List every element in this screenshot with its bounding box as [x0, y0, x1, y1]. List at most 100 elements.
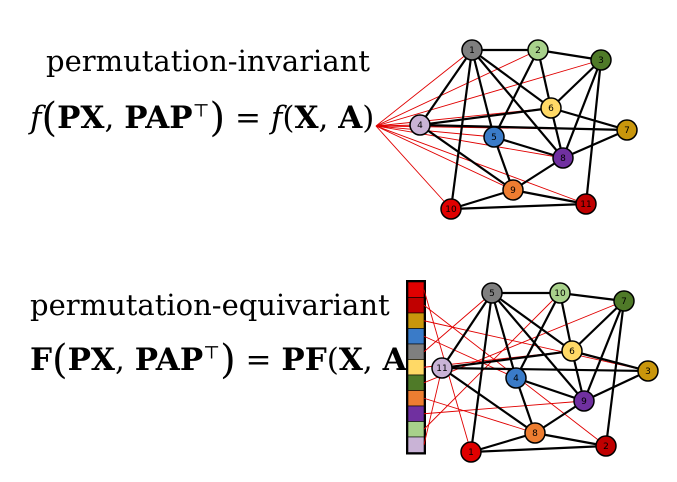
equals-sign: = [235, 100, 261, 136]
bottom-node-label: 5 [489, 289, 495, 299]
bottom-node-3 [637, 360, 659, 382]
formula-fn: f [30, 100, 42, 136]
top-node-1 [461, 39, 483, 61]
top-node-label: 1 [469, 46, 475, 56]
top-node-label: 10 [445, 205, 457, 215]
bottom-edge [441, 349, 573, 370]
top-edge [450, 202, 587, 211]
bottom-node-10 [549, 282, 571, 304]
top-readout-line [375, 125, 564, 159]
bottom-node-7 [613, 290, 635, 312]
formula-arg: X [294, 100, 319, 136]
bottom-node-1 [460, 441, 482, 463]
bottom-edge [441, 366, 649, 373]
formula-arg: PX [57, 100, 105, 136]
top-edge [493, 135, 564, 160]
top-node-label: 6 [548, 104, 554, 114]
bottom-edge [582, 300, 626, 402]
bottom-edge [583, 370, 649, 402]
feature-cell [407, 312, 425, 329]
feature-cell [407, 421, 425, 438]
equivariant-formula: F(PX, PAP⊤) = PF(X, A) [30, 337, 419, 383]
formula-arg: X [338, 342, 363, 378]
top-node-8 [552, 147, 574, 169]
top-edge [550, 59, 602, 109]
top-node-label: 11 [580, 200, 591, 210]
bottom-node-2 [595, 435, 617, 457]
bottom-readout-line [423, 335, 517, 379]
feature-cell [407, 374, 425, 391]
top-node-7 [616, 119, 638, 141]
bottom-edge [571, 349, 649, 373]
top-readout-line [375, 59, 602, 127]
top-readout-line [375, 125, 587, 205]
top-node-3 [590, 49, 612, 71]
top-edge [471, 49, 564, 159]
top-node-10 [440, 198, 462, 220]
top-edge [493, 49, 539, 138]
feature-cell [407, 328, 425, 345]
top-readout-line [375, 49, 539, 127]
top-edge [550, 106, 628, 132]
bottom-edge [604, 300, 626, 447]
top-edge [470, 49, 496, 138]
bottom-readout-line [423, 292, 493, 353]
top-node-label: 3 [598, 56, 604, 66]
transpose-symbol: ⊤ [192, 100, 210, 122]
top-node-11 [575, 193, 597, 215]
top-edge [419, 124, 514, 191]
feature-cell [407, 405, 425, 422]
bottom-readout-line [423, 397, 536, 434]
feature-cell [407, 390, 425, 407]
bottom-node-label: 7 [621, 297, 627, 307]
top-node-5 [483, 126, 505, 148]
top-edge [419, 49, 473, 126]
bottom-node-label: 6 [569, 347, 575, 357]
formula-arg: A [382, 342, 407, 378]
bottom-node-label: 4 [513, 374, 519, 384]
top-node-label: 2 [535, 46, 541, 56]
top-edge [449, 49, 474, 210]
top-node-label: 8 [560, 154, 566, 164]
top-edge [471, 49, 552, 109]
top-edge [512, 188, 587, 206]
bottom-edge [515, 376, 585, 403]
bottom-readout-line [423, 367, 443, 445]
top-node-label: 4 [417, 121, 423, 131]
top-readout-line [375, 125, 495, 138]
top-edge [584, 59, 603, 205]
bottom-edge [469, 292, 494, 453]
bottom-node-4 [505, 367, 527, 389]
bottom-readout-line [423, 400, 585, 415]
bottom-node-5 [481, 282, 503, 304]
top-node-label: 7 [624, 126, 630, 136]
feature-cell [407, 281, 425, 298]
bottom-edge [534, 431, 607, 448]
top-edge [562, 128, 628, 160]
top-readout-line [375, 125, 452, 210]
formula-fn: f [270, 100, 283, 136]
top-edge [561, 59, 603, 159]
formula-arg: PAP [124, 100, 193, 136]
feature-cell [407, 297, 425, 314]
transpose-symbol: ⊤ [203, 342, 221, 364]
top-node-label: 9 [510, 186, 516, 196]
permutation-equivariant-title: permutation-equivariant [30, 288, 390, 322]
bottom-node-6 [561, 340, 583, 362]
bottom-edge [470, 431, 536, 454]
bottom-edge [515, 292, 561, 379]
feature-cell [407, 436, 425, 453]
bottom-edge [470, 444, 607, 454]
formula-arg: PX [67, 342, 115, 378]
bottom-edge [490, 292, 518, 379]
formula-arg: PAP [134, 342, 204, 378]
top-node-label: 5 [491, 133, 497, 143]
top-readout-line [375, 125, 514, 191]
bottom-node-label: 8 [532, 429, 538, 439]
top-readout-line [375, 49, 473, 127]
bottom-node-9 [573, 390, 595, 412]
feature-cell [407, 343, 425, 360]
invariant-formula: f(PX, PAP⊤) = f(X, A) [30, 95, 375, 141]
top-edge [419, 123, 628, 132]
